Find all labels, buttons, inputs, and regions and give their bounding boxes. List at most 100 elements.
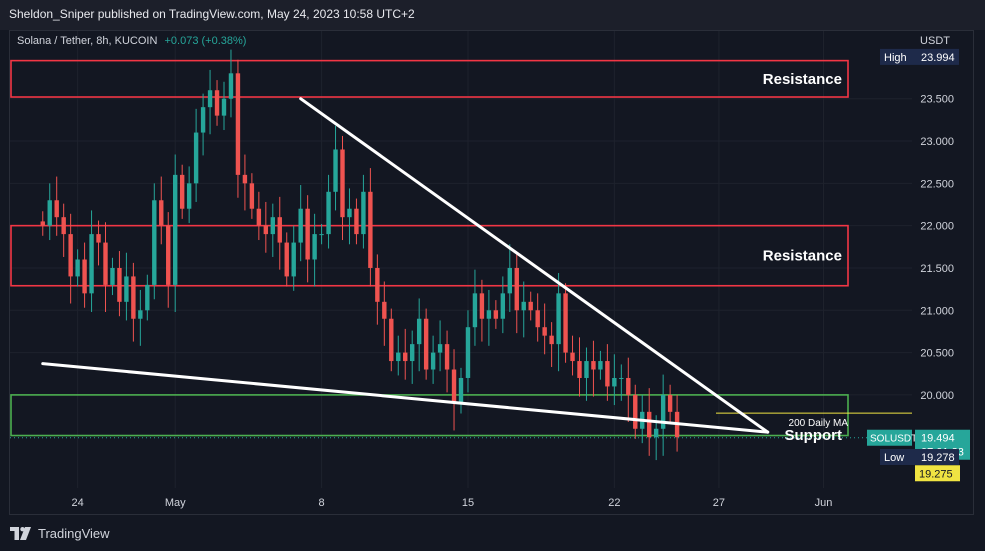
candle-body[interactable] bbox=[584, 361, 589, 378]
candle-body[interactable] bbox=[514, 267, 519, 311]
candle-body[interactable] bbox=[68, 234, 73, 277]
candle-body[interactable] bbox=[493, 310, 499, 319]
candle-body[interactable] bbox=[444, 344, 450, 370]
candle-body[interactable] bbox=[166, 225, 171, 285]
candle-body[interactable] bbox=[186, 183, 192, 209]
candle-body[interactable] bbox=[423, 318, 429, 370]
tradingview-brand[interactable]: TradingView bbox=[10, 526, 110, 541]
candle-body[interactable] bbox=[117, 267, 122, 302]
upper-wedge-line[interactable] bbox=[299, 97, 770, 434]
candle-body[interactable] bbox=[256, 208, 262, 226]
candle-body[interactable] bbox=[61, 217, 66, 235]
candle-body[interactable] bbox=[375, 267, 380, 302]
candle-body[interactable] bbox=[326, 191, 331, 235]
candle-body[interactable] bbox=[179, 174, 185, 209]
candle-body[interactable] bbox=[228, 73, 234, 99]
candle-body[interactable] bbox=[542, 327, 547, 336]
candle-body[interactable] bbox=[591, 361, 596, 370]
candle-body[interactable] bbox=[138, 310, 143, 319]
candle-body[interactable] bbox=[389, 318, 394, 362]
candle-body[interactable] bbox=[54, 200, 59, 218]
candle-body[interactable] bbox=[47, 200, 52, 226]
candle-body[interactable] bbox=[410, 344, 415, 362]
candle-body[interactable] bbox=[521, 301, 526, 311]
candle-body[interactable] bbox=[284, 242, 289, 277]
candle-body[interactable] bbox=[145, 284, 150, 311]
candle-body[interactable] bbox=[124, 276, 129, 302]
candle-body[interactable] bbox=[612, 377, 617, 387]
candle-body[interactable] bbox=[214, 90, 220, 116]
candle-body[interactable] bbox=[340, 149, 345, 218]
candle-body[interactable] bbox=[619, 377, 624, 379]
candle-body[interactable] bbox=[103, 242, 108, 285]
candle-body[interactable] bbox=[82, 259, 87, 294]
support-label: Support bbox=[785, 427, 843, 444]
candle-body[interactable] bbox=[465, 327, 471, 378]
candle-body[interactable] bbox=[207, 90, 213, 108]
candle-body[interactable] bbox=[598, 361, 603, 370]
candle-body[interactable] bbox=[563, 293, 568, 353]
candle-body[interactable] bbox=[382, 301, 387, 319]
candle-body[interactable] bbox=[291, 242, 296, 277]
candle-body[interactable] bbox=[242, 174, 248, 184]
candle-body[interactable] bbox=[249, 183, 255, 209]
candle-body[interactable] bbox=[437, 344, 443, 353]
candle-body[interactable] bbox=[333, 149, 338, 192]
candle-body[interactable] bbox=[605, 361, 610, 387]
candle-body[interactable] bbox=[633, 394, 638, 429]
candle-body[interactable] bbox=[507, 267, 512, 294]
candle-body[interactable] bbox=[667, 394, 673, 412]
candle-body[interactable] bbox=[277, 217, 282, 243]
candle-body[interactable] bbox=[403, 352, 408, 362]
candle-body[interactable] bbox=[347, 208, 352, 218]
candle-body[interactable] bbox=[263, 225, 269, 235]
candle-body[interactable] bbox=[549, 335, 554, 345]
candle-body[interactable] bbox=[430, 352, 436, 370]
candle-body[interactable] bbox=[451, 369, 457, 404]
candle-body[interactable] bbox=[319, 234, 324, 236]
y-tick-label: 20.500 bbox=[920, 348, 954, 360]
candle-body[interactable] bbox=[110, 267, 115, 285]
candle-body[interactable] bbox=[556, 293, 561, 345]
candle-body[interactable] bbox=[354, 208, 359, 235]
candle-body[interactable] bbox=[159, 200, 164, 226]
candle-body[interactable] bbox=[173, 174, 178, 285]
candle-body[interactable] bbox=[486, 310, 492, 319]
candle-body[interactable] bbox=[221, 98, 227, 116]
candle-body[interactable] bbox=[472, 293, 478, 328]
candle-body[interactable] bbox=[305, 208, 310, 260]
candle-body[interactable] bbox=[396, 352, 401, 362]
candle-body[interactable] bbox=[89, 234, 94, 294]
candle-body[interactable] bbox=[528, 301, 533, 311]
candle-body[interactable] bbox=[75, 259, 80, 277]
candle-body[interactable] bbox=[298, 208, 303, 243]
candle-body[interactable] bbox=[40, 221, 45, 226]
candle-body[interactable] bbox=[647, 411, 652, 438]
candle-body[interactable] bbox=[152, 200, 157, 285]
candle-body[interactable] bbox=[535, 310, 540, 328]
x-tick-label: 22 bbox=[608, 497, 620, 509]
candle-body[interactable] bbox=[235, 73, 241, 175]
candle-body[interactable] bbox=[577, 361, 582, 378]
candle-body[interactable] bbox=[458, 377, 464, 404]
candle-body[interactable] bbox=[570, 352, 575, 362]
y-tick-label: 23.500 bbox=[920, 94, 954, 106]
candle-body[interactable] bbox=[479, 293, 485, 319]
candle-body[interactable] bbox=[96, 234, 101, 243]
candle-body[interactable] bbox=[200, 107, 206, 133]
lower-wedge-line[interactable] bbox=[41, 362, 770, 434]
candle-body[interactable] bbox=[626, 377, 631, 395]
candle-body[interactable] bbox=[312, 234, 317, 260]
candle-body[interactable] bbox=[500, 293, 506, 319]
candle-body[interactable] bbox=[368, 191, 373, 268]
candle-body[interactable] bbox=[270, 217, 275, 235]
resistance-label: Resistance bbox=[763, 248, 842, 265]
low-tag bbox=[880, 449, 959, 466]
candle-body[interactable] bbox=[131, 276, 136, 319]
candle-body[interactable] bbox=[361, 191, 366, 235]
candle-body[interactable] bbox=[416, 318, 422, 345]
candle-body[interactable] bbox=[660, 394, 666, 429]
candle-body[interactable] bbox=[653, 428, 659, 438]
candle-body[interactable] bbox=[193, 132, 199, 184]
